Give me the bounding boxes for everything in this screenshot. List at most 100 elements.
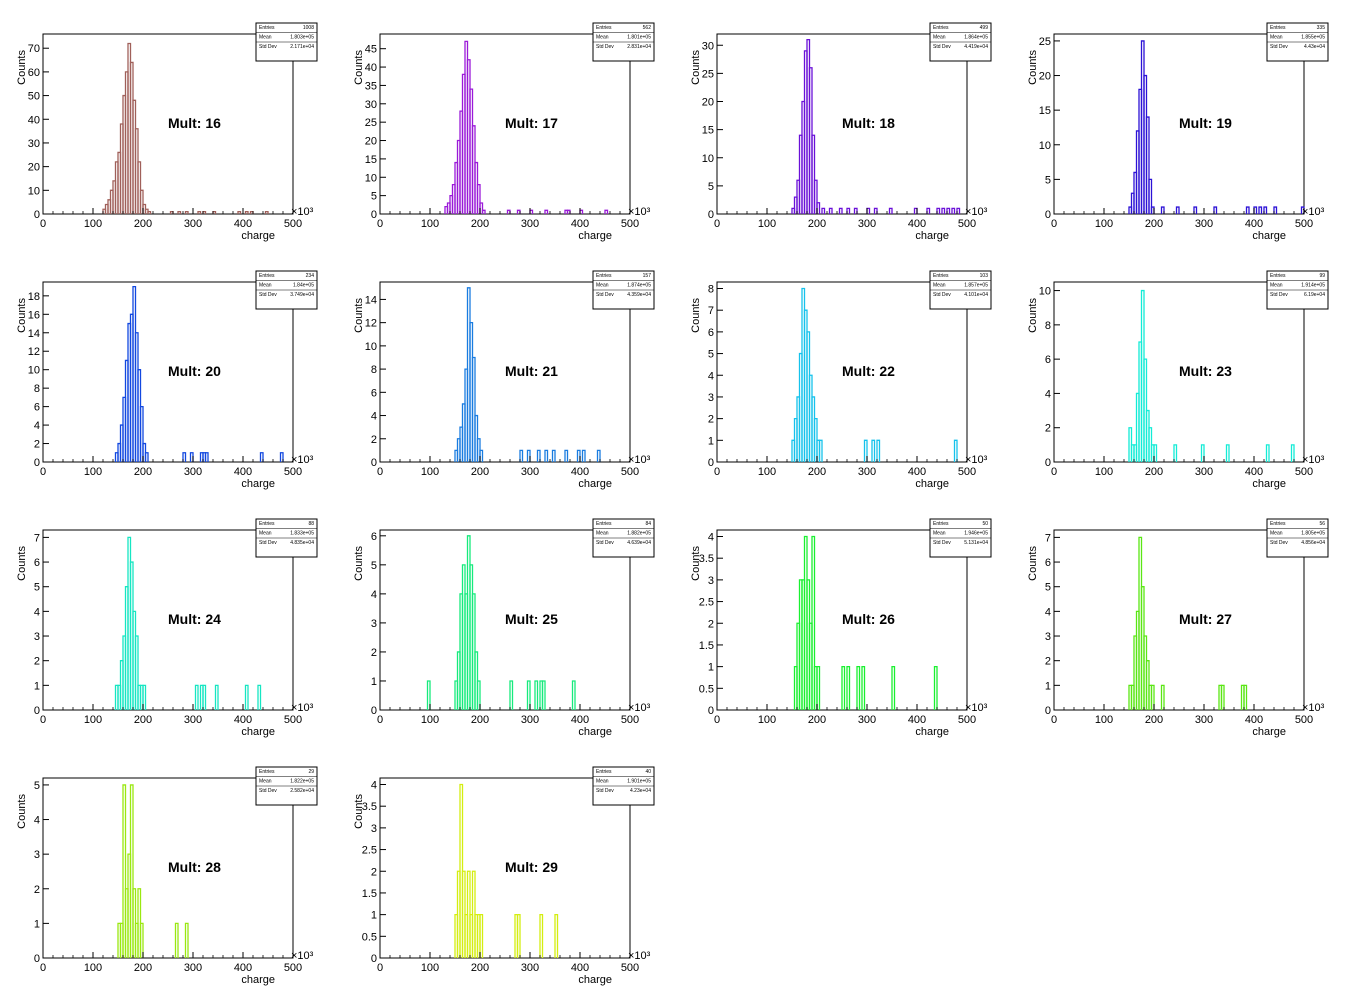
- y-tick-label: 8: [34, 383, 40, 395]
- plot-frame: [42, 281, 294, 463]
- histogram-panel: 0 100 200 300 400 500×10³charge01234567Counts…: [16, 518, 318, 738]
- y-tick-label: 25: [1039, 36, 1051, 48]
- x-tick-label: 100: [421, 962, 439, 974]
- y-tick-label: 3: [708, 392, 714, 404]
- y-tick-label: 6: [371, 531, 377, 543]
- histogram-bar: [838, 207, 843, 214]
- panel-title: Mult: 25: [505, 611, 558, 627]
- stats-label: Mean: [1270, 531, 1283, 537]
- panel-title: Mult: 28: [168, 859, 221, 875]
- histogram-panel: 0 100 200 300 400 500×10³ charge 0 2 4 6 8 10 12 14 16 1…: [16, 270, 318, 490]
- stats-label: Mean: [933, 283, 946, 289]
- stats-value: 1.803e+05: [290, 35, 314, 41]
- x-multiplier-label: ×10³: [1302, 454, 1325, 466]
- y-tick-label: 30: [365, 99, 377, 111]
- histogram-bar: [846, 665, 851, 710]
- histogram-bar: [821, 207, 826, 214]
- y-tick-label: 14: [28, 328, 40, 340]
- y-tick-label: 1: [371, 910, 377, 922]
- y-axis-label: Counts: [353, 50, 365, 85]
- y-tick-label: 2: [34, 439, 40, 451]
- stats-value: 4.419e+04: [964, 44, 988, 50]
- stats-value: 1.901e+05: [627, 779, 651, 785]
- y-tick-label: 2: [708, 618, 714, 630]
- y-axis-label: Counts: [16, 546, 28, 581]
- x-tick-label: 500: [284, 714, 302, 726]
- y-tick-label: 3.5: [699, 553, 714, 565]
- x-tick-label: 400: [1245, 466, 1263, 478]
- x-tick-label: 500: [284, 466, 302, 478]
- x-axis-label: charge: [578, 230, 612, 242]
- plot-frame: [1053, 529, 1305, 711]
- stats-value: 2.831e+04: [627, 44, 651, 50]
- histogram-panel: 0 100 200 300 400 500×10³charge01234567Counts…: [1027, 518, 1329, 738]
- histogram-bar: [129, 784, 134, 958]
- histogram-bar: [184, 922, 189, 958]
- stats-value: 1.801e+05: [627, 35, 651, 41]
- histogram-bar: [816, 665, 821, 710]
- histogram-bar: [509, 680, 514, 710]
- y-tick-label: 2: [371, 866, 377, 878]
- plot-frame: [42, 529, 294, 711]
- histogram-bar: [811, 535, 816, 710]
- x-tick-label: 300: [858, 218, 876, 230]
- histogram-bar: [1200, 444, 1205, 462]
- y-tick-label: 0: [34, 953, 40, 965]
- y-tick-label: 2: [708, 414, 714, 426]
- x-tick-label: 300: [184, 714, 202, 726]
- y-tick-label: 3: [34, 631, 40, 643]
- x-tick-label: 400: [908, 218, 926, 230]
- stats-label: Entries: [1270, 273, 1286, 279]
- histogram-panel: 0 100 200 300 400 500×10³ charge 0 5 10 15 20 25Coun…: [1027, 22, 1329, 242]
- x-axis-label: charge: [915, 230, 949, 242]
- histogram-bar: [1193, 206, 1198, 214]
- histogram-bar: [1265, 444, 1270, 462]
- histogram-bar: [1160, 684, 1165, 710]
- histogram-bar: [891, 665, 896, 710]
- y-tick-label: 1: [34, 680, 40, 692]
- x-tick-label: 300: [858, 466, 876, 478]
- x-multiplier-label: ×10³: [1302, 702, 1325, 714]
- y-tick-label: 5: [371, 191, 377, 203]
- x-tick-label: 300: [184, 962, 202, 974]
- y-axis-label: Counts: [1027, 546, 1039, 581]
- histogram-panel: 0 100 200 300 400 500×10³ charge 0 1 2 3 4 5 6 7 8 Count…: [690, 270, 992, 490]
- stats-value: 56: [1319, 521, 1325, 527]
- histogram-bar: [941, 207, 946, 214]
- histogram-bar: [1153, 444, 1158, 462]
- y-tick-label: 3: [371, 823, 377, 835]
- x-tick-label: 400: [571, 218, 589, 230]
- histogram-bar: [177, 210, 182, 214]
- y-tick-label: 50: [28, 91, 40, 103]
- histogram-panel: 0 100 200 300 400 500×10³ charge 0 1 2 3 4 5 Counts Mu…: [16, 766, 318, 986]
- x-tick-label: 500: [621, 714, 639, 726]
- y-tick-label: 8: [1045, 320, 1051, 332]
- x-tick-label: 200: [808, 466, 826, 478]
- x-tick-label: 300: [184, 218, 202, 230]
- y-axis-label: Counts: [1027, 50, 1039, 85]
- x-tick-label: 0: [377, 714, 383, 726]
- y-tick-label: 4: [708, 532, 714, 544]
- stats-label: Entries: [1270, 521, 1286, 527]
- stats-value: 29: [308, 769, 314, 775]
- plot-frame: [42, 33, 294, 215]
- y-tick-label: 1: [708, 662, 714, 674]
- stats-value: 562: [643, 25, 652, 31]
- x-tick-label: 200: [1145, 218, 1163, 230]
- histogram-bar: [471, 356, 476, 462]
- histogram-panel: 0 100 200 300 400 500×10³ charge 0 0.5 1 1.5 2 2.5 3 3…: [690, 518, 992, 738]
- histogram-bar: [1243, 684, 1248, 710]
- x-tick-label: 200: [471, 218, 489, 230]
- y-axis-label: Counts: [690, 50, 702, 85]
- histogram-bar: [214, 684, 219, 710]
- stats-value: 2.171e+04: [290, 44, 314, 50]
- x-tick-label: 500: [958, 714, 976, 726]
- x-tick-label: 100: [84, 714, 102, 726]
- stats-label: Std Dev: [933, 540, 951, 546]
- stats-value: 103: [980, 273, 989, 279]
- y-tick-label: 0: [1045, 457, 1051, 469]
- stats-value: 1.946e+05: [964, 531, 988, 537]
- y-tick-label: 0: [371, 209, 377, 221]
- y-tick-label: 3: [1045, 631, 1051, 643]
